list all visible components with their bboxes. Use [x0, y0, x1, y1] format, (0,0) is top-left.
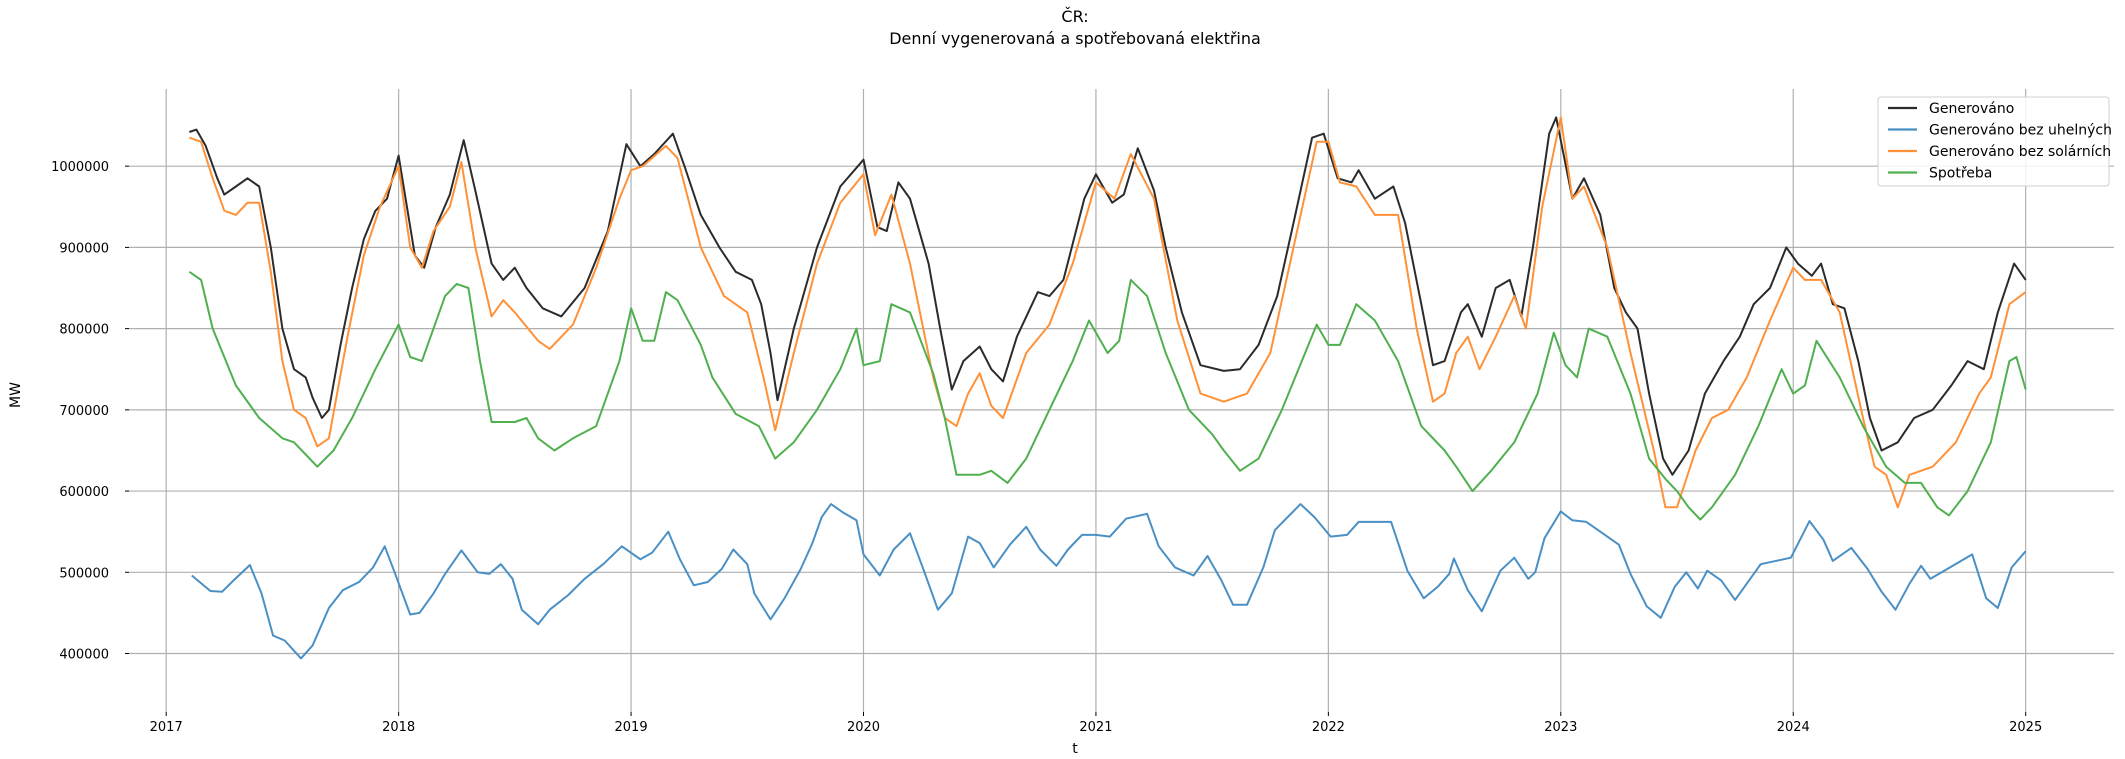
- legend-box: [1877, 96, 2110, 187]
- x-tick-label: 2024: [1777, 720, 1810, 735]
- x-tick-label: 2017: [150, 720, 183, 735]
- y-tick-label: 400000: [59, 648, 109, 663]
- y-axis-label: MW: [8, 382, 24, 408]
- grid: [129, 89, 2114, 712]
- y-tick-label: 800000: [59, 323, 109, 338]
- chart-title-line1: ČR:: [1061, 7, 1088, 26]
- chart-title-line2: Denní vygenerovaná a spotřebovaná elektř…: [889, 29, 1261, 48]
- x-axis-label: t: [1072, 741, 1078, 757]
- x-tick-label: 2020: [847, 720, 880, 735]
- legend: Generováno Generováno bez uhelných Generov…: [1877, 96, 2112, 187]
- x-tick-label: 2025: [2009, 720, 2042, 735]
- y-axis-ticks: 400000 500000 600000 700000 800000 900000 1000…: [51, 160, 129, 663]
- x-tick-label: 2022: [1312, 720, 1345, 735]
- x-axis-ticks: 2017 2018 2019 2020 2021 2022 2023 2024 2025: [150, 712, 2042, 735]
- legend-label: Generováno bez uhelných: [1929, 123, 2112, 139]
- series-line-3: [188, 270, 2027, 521]
- y-tick-label: 1000000: [51, 160, 109, 175]
- x-tick-label: 2019: [615, 720, 648, 735]
- legend-label: Generováno: [1929, 101, 2014, 117]
- legend-label: Generováno bez solárních: [1929, 144, 2111, 160]
- y-tick-label: 900000: [59, 241, 109, 256]
- legend-label: Spotřeba: [1929, 166, 1992, 182]
- series-line-1: [191, 503, 2027, 660]
- x-tick-label: 2018: [382, 720, 415, 735]
- y-tick-label: 700000: [59, 404, 109, 419]
- y-tick-label: 500000: [59, 566, 109, 581]
- x-tick-label: 2023: [1544, 720, 1577, 735]
- series-line-0: [189, 116, 2027, 476]
- series-lines: [188, 116, 2027, 660]
- y-tick-label: 600000: [59, 485, 109, 500]
- series-line-2: [189, 116, 2027, 509]
- x-tick-label: 2021: [1079, 720, 1112, 735]
